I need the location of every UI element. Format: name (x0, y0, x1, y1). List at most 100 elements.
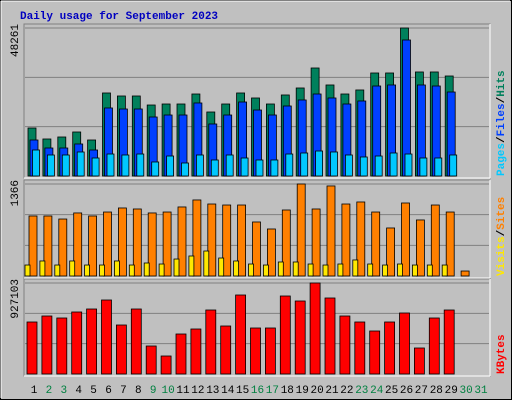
bar (341, 203, 351, 277)
x-tick-label: 9 (150, 385, 157, 397)
bar (121, 154, 130, 177)
bar (445, 211, 455, 277)
bar (384, 321, 396, 375)
bar (389, 152, 398, 177)
bar (222, 204, 232, 277)
bar (136, 153, 145, 177)
bar (91, 157, 100, 177)
bar (132, 208, 142, 277)
legend-separator: / (496, 136, 508, 143)
x-tick-label: 18 (281, 385, 294, 397)
bar (101, 299, 112, 375)
bar (39, 260, 46, 277)
x-tick-label: 12 (191, 385, 204, 397)
bar (411, 264, 418, 277)
x-tick-label: 7 (120, 385, 127, 397)
bar (28, 215, 38, 277)
bar (426, 264, 433, 277)
chart-title: Daily usage for September 2023 (20, 11, 218, 23)
bar (240, 157, 249, 177)
bar (69, 260, 76, 277)
y-tick-label: 48261 (10, 24, 22, 57)
bar (160, 355, 172, 375)
bar (322, 264, 329, 277)
bar (270, 159, 279, 177)
x-tick-label: 27 (415, 385, 428, 397)
bar (397, 263, 403, 277)
legend-entry: Files (496, 103, 508, 136)
x-tick-label: 1 (31, 385, 38, 397)
bar (195, 154, 204, 177)
bar (158, 263, 165, 277)
bar (54, 264, 61, 277)
bar (337, 263, 344, 277)
bar (359, 156, 368, 177)
legend-separator: / (496, 229, 508, 236)
bar (103, 211, 112, 277)
bar (277, 261, 284, 277)
bar (220, 325, 232, 375)
bar (252, 221, 261, 277)
bar (130, 308, 142, 375)
bar (292, 261, 299, 277)
bar (233, 260, 240, 277)
bar (300, 152, 309, 177)
bar (225, 154, 234, 177)
bar (285, 153, 294, 177)
x-tick-label: 30 (459, 385, 472, 397)
bar (352, 259, 359, 277)
bar (173, 258, 180, 277)
bar (166, 155, 175, 177)
bar (26, 321, 38, 375)
x-tick-label: 2 (46, 385, 53, 397)
bar (88, 215, 97, 277)
bar (266, 228, 276, 277)
x-tick-label: 16 (251, 385, 264, 397)
bar (330, 151, 338, 177)
bar (311, 208, 321, 277)
bar (374, 155, 383, 177)
bar (339, 315, 351, 375)
bar (367, 263, 374, 277)
bar (188, 255, 195, 277)
bar (218, 257, 225, 277)
bar (71, 311, 83, 375)
x-tick-label: 17 (266, 385, 279, 397)
bar (162, 211, 172, 277)
bar (175, 333, 187, 375)
bar (344, 154, 353, 177)
legend-entry: Hits (496, 70, 508, 96)
bar (460, 270, 470, 277)
bar (356, 201, 366, 277)
bar (99, 264, 105, 277)
bar (264, 327, 276, 375)
bar (255, 159, 264, 177)
legend-separator: / (496, 96, 508, 103)
bar (181, 162, 189, 177)
bar (24, 264, 31, 277)
x-tick-label: 5 (90, 385, 97, 397)
bar (281, 209, 291, 277)
legend: Pages/Files/Hits (496, 70, 508, 176)
legend: Visits/Sites (496, 197, 508, 276)
bar (151, 161, 160, 177)
x-tick-label: 11 (176, 385, 190, 397)
bar (382, 264, 389, 277)
x-tick-label: 15 (236, 385, 249, 397)
bar (177, 206, 187, 277)
x-tick-label: 13 (206, 385, 219, 397)
bar (428, 317, 440, 375)
bar (413, 347, 425, 375)
x-tick-label: 14 (221, 385, 235, 397)
bar (441, 264, 448, 277)
bar (399, 312, 410, 375)
bar (449, 154, 458, 177)
bar (84, 264, 90, 277)
bar (386, 227, 396, 277)
legend: KBytes (496, 334, 508, 374)
bar (128, 264, 135, 277)
bar (371, 211, 381, 277)
bar (207, 203, 217, 277)
bar (430, 204, 440, 277)
bar (296, 183, 306, 277)
